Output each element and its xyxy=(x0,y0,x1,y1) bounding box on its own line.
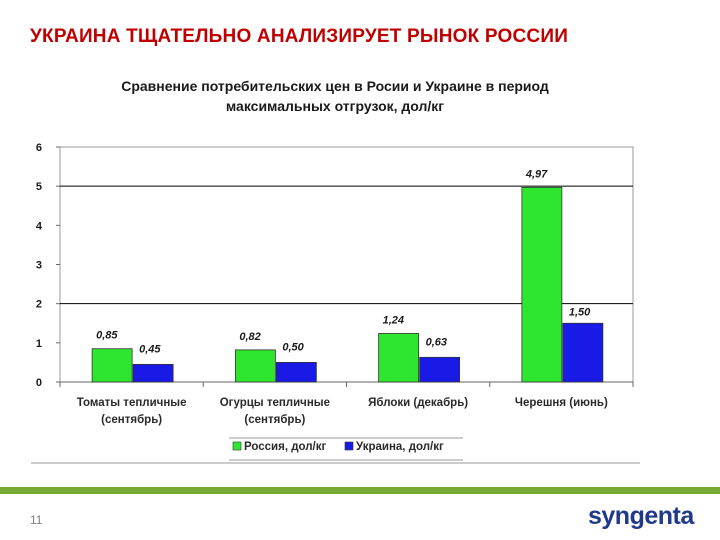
chart-title-line-1: Сравнение потребительских цен в Росии и … xyxy=(121,78,549,94)
x-category-label: (сентябрь) xyxy=(244,414,305,426)
syngenta-logo: syngenta xyxy=(588,502,694,530)
y-tick-label: 5 xyxy=(36,181,42,193)
y-tick-label: 0 xyxy=(36,377,42,389)
bar-chart: 0 1 2 3 4 5 6 0,85 0,45 Томаты тепличные (сентябрь… xyxy=(31,142,640,464)
x-category-label: Черешня (июнь) xyxy=(515,397,608,409)
data-label-russia: 1,24 xyxy=(383,314,404,326)
bar-ukraine xyxy=(275,362,317,383)
y-tick-label: 6 xyxy=(36,142,42,154)
data-label-ukraine: 0,45 xyxy=(139,343,161,355)
y-tick-label: 4 xyxy=(36,220,43,232)
bar-ukraine xyxy=(419,356,461,383)
bar-russia xyxy=(234,349,276,383)
slide-title: УКРАИНА ТЩАТЕЛЬНО АНАЛИЗИРУЕТ РЫНОК РОСС… xyxy=(30,26,569,47)
bar-ukraine xyxy=(562,322,604,383)
legend-label-russia: Россия, дол/кг xyxy=(244,441,327,453)
chart-title: Сравнение потребительских цен в Росии и … xyxy=(60,76,610,116)
legend-swatch-ukraine xyxy=(344,441,354,451)
bar-russia xyxy=(521,186,563,383)
chart-title-line-2: максимальных отгрузок, дол/кг xyxy=(225,98,445,114)
data-label-ukraine: 0,50 xyxy=(282,341,304,353)
y-tick-label: 1 xyxy=(36,338,42,350)
bar-russia xyxy=(378,333,420,383)
x-category-label: (сентябрь) xyxy=(101,414,162,426)
data-label-ukraine: 0,63 xyxy=(426,336,447,348)
data-label-russia: 4,97 xyxy=(525,168,548,180)
x-category-label: Яблоки (декабрь) xyxy=(368,397,468,409)
bar-russia xyxy=(91,348,133,383)
x-category-label: Огурцы тепличные xyxy=(220,397,330,409)
page-number: 11 xyxy=(30,513,43,527)
data-label-ukraine: 1,50 xyxy=(569,306,591,318)
y-tick-label: 2 xyxy=(36,299,42,311)
data-label-russia: 0,85 xyxy=(96,330,118,342)
bar-ukraine xyxy=(132,363,174,383)
legend-label-ukraine: Украина, дол/кг xyxy=(356,441,444,453)
x-category-label: Томаты тепличные xyxy=(77,397,187,409)
data-label-russia: 0,82 xyxy=(239,331,260,343)
legend-swatch-russia xyxy=(232,441,242,451)
footer-bar xyxy=(0,487,720,494)
y-tick-label: 3 xyxy=(36,260,42,272)
